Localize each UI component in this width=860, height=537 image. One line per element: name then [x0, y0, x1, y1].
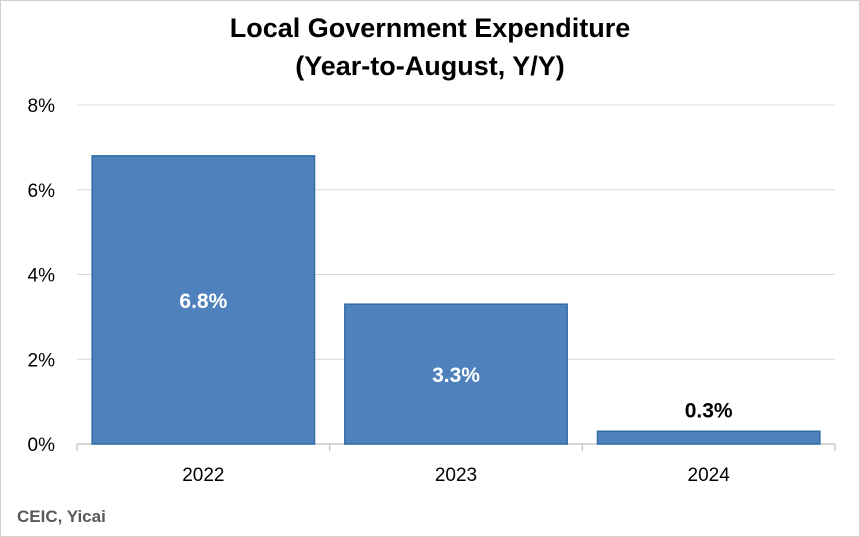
- y-tick-label: 8%: [28, 96, 56, 117]
- data-label: 3.3%: [432, 364, 480, 387]
- chart-title: Local Government Expenditure: [229, 13, 631, 43]
- y-tick-label: 6%: [28, 181, 56, 202]
- y-tick-label: 2%: [28, 350, 56, 371]
- x-tick-label: 2022: [182, 465, 224, 486]
- source-note: CEIC, Yicai: [17, 507, 106, 526]
- bar: [91, 155, 316, 445]
- y-tick-label: 4%: [28, 266, 56, 287]
- bar: [344, 303, 568, 445]
- y-tick-label: 0%: [28, 435, 56, 456]
- data-label: 0.3%: [685, 399, 733, 422]
- chart-subtitle: (Year-to-August, Y/Y): [295, 51, 565, 81]
- chart-title-block: Local Government Expenditure (Year-to-Au…: [1, 9, 859, 85]
- data-label: 6.8%: [179, 290, 227, 313]
- x-tick-label: 2023: [435, 465, 477, 486]
- x-tick-label: 2024: [688, 465, 731, 486]
- bar: [596, 430, 821, 445]
